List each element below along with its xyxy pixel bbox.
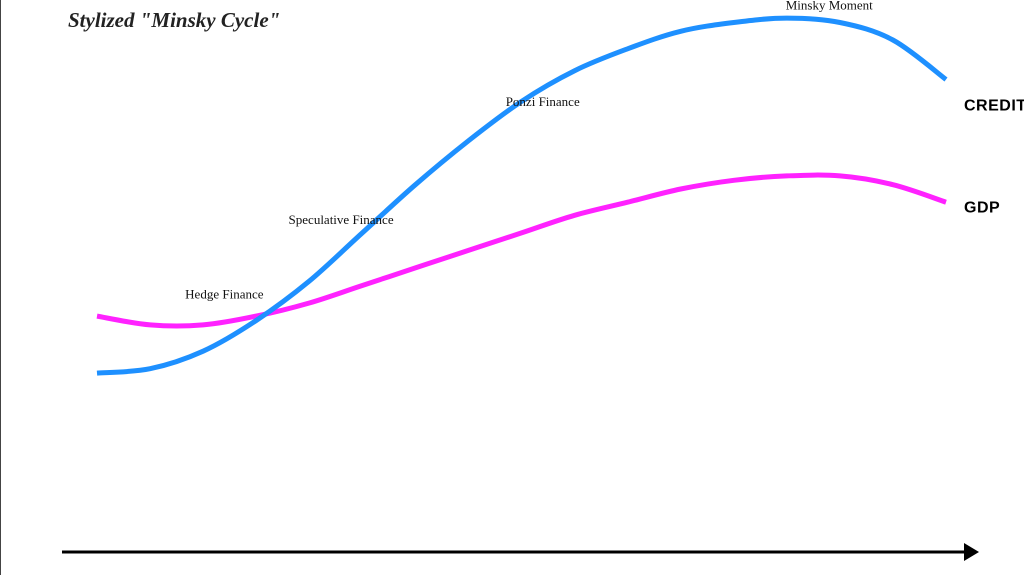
chart-title: Stylized "Minsky Cycle" bbox=[68, 8, 281, 32]
series-label-gdp: GDP bbox=[964, 199, 1000, 216]
phase-annotation-minsky-moment: Minsky Moment bbox=[786, 0, 873, 12]
phase-annotation-speculative-finance: Speculative Finance bbox=[289, 212, 394, 227]
time-axis-arrowhead bbox=[964, 543, 979, 561]
series-line-credit bbox=[96, 15, 948, 376]
phase-annotation-ponzi-finance: Ponzi Finance bbox=[506, 94, 580, 109]
phase-annotation-hedge-finance: Hedge Finance bbox=[185, 287, 264, 302]
left-border-line bbox=[0, 0, 1, 575]
series-line-gdp bbox=[96, 172, 947, 329]
series-label-credit: CREDIT bbox=[964, 98, 1024, 115]
